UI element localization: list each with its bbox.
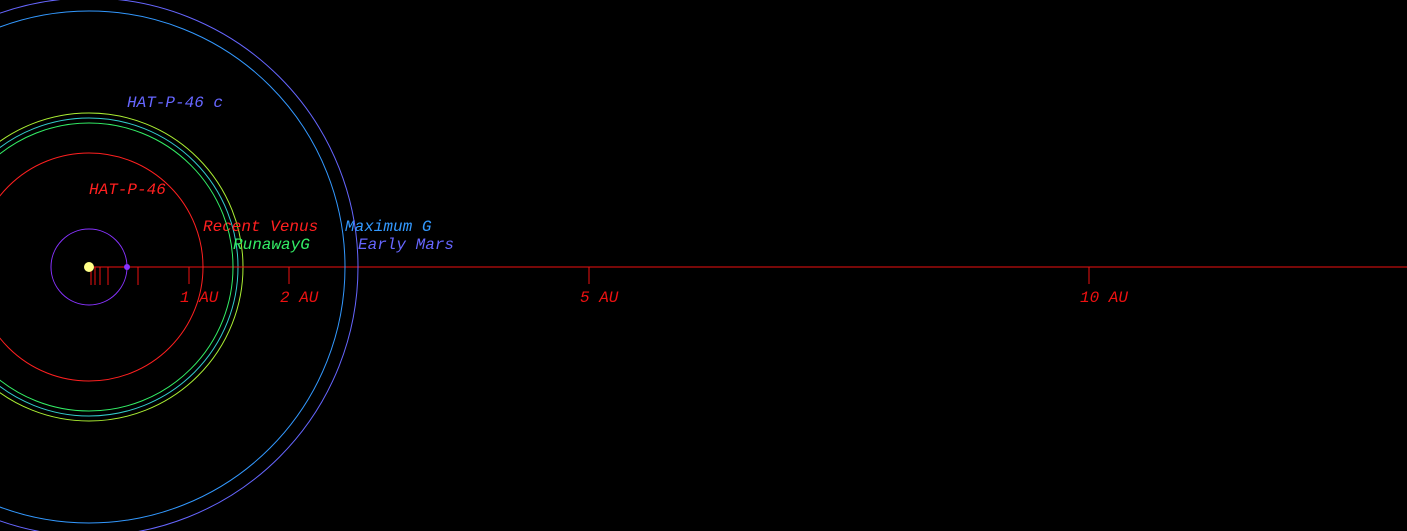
- zone-label: Early Mars: [358, 236, 454, 254]
- star: [84, 262, 94, 272]
- zone-orbit: [0, 0, 359, 531]
- planet-label: HAT-P-46 c: [127, 94, 223, 112]
- planet: [124, 264, 130, 270]
- zone-label: Maximum G: [345, 218, 432, 236]
- star-label: HAT-P-46: [89, 181, 166, 199]
- zone-orbit: [0, 10, 346, 524]
- zone-label: RunawayG: [233, 236, 310, 254]
- zone-label: Recent Venus: [203, 218, 318, 236]
- zone-orbit: [0, 152, 204, 382]
- zone-orbit: [0, 122, 234, 412]
- axis-tick-label: 1 AU: [180, 289, 219, 307]
- axis-tick-label: 2 AU: [280, 289, 319, 307]
- axis-tick-label: 5 AU: [580, 289, 619, 307]
- axis-tick-label: 10 AU: [1080, 289, 1128, 307]
